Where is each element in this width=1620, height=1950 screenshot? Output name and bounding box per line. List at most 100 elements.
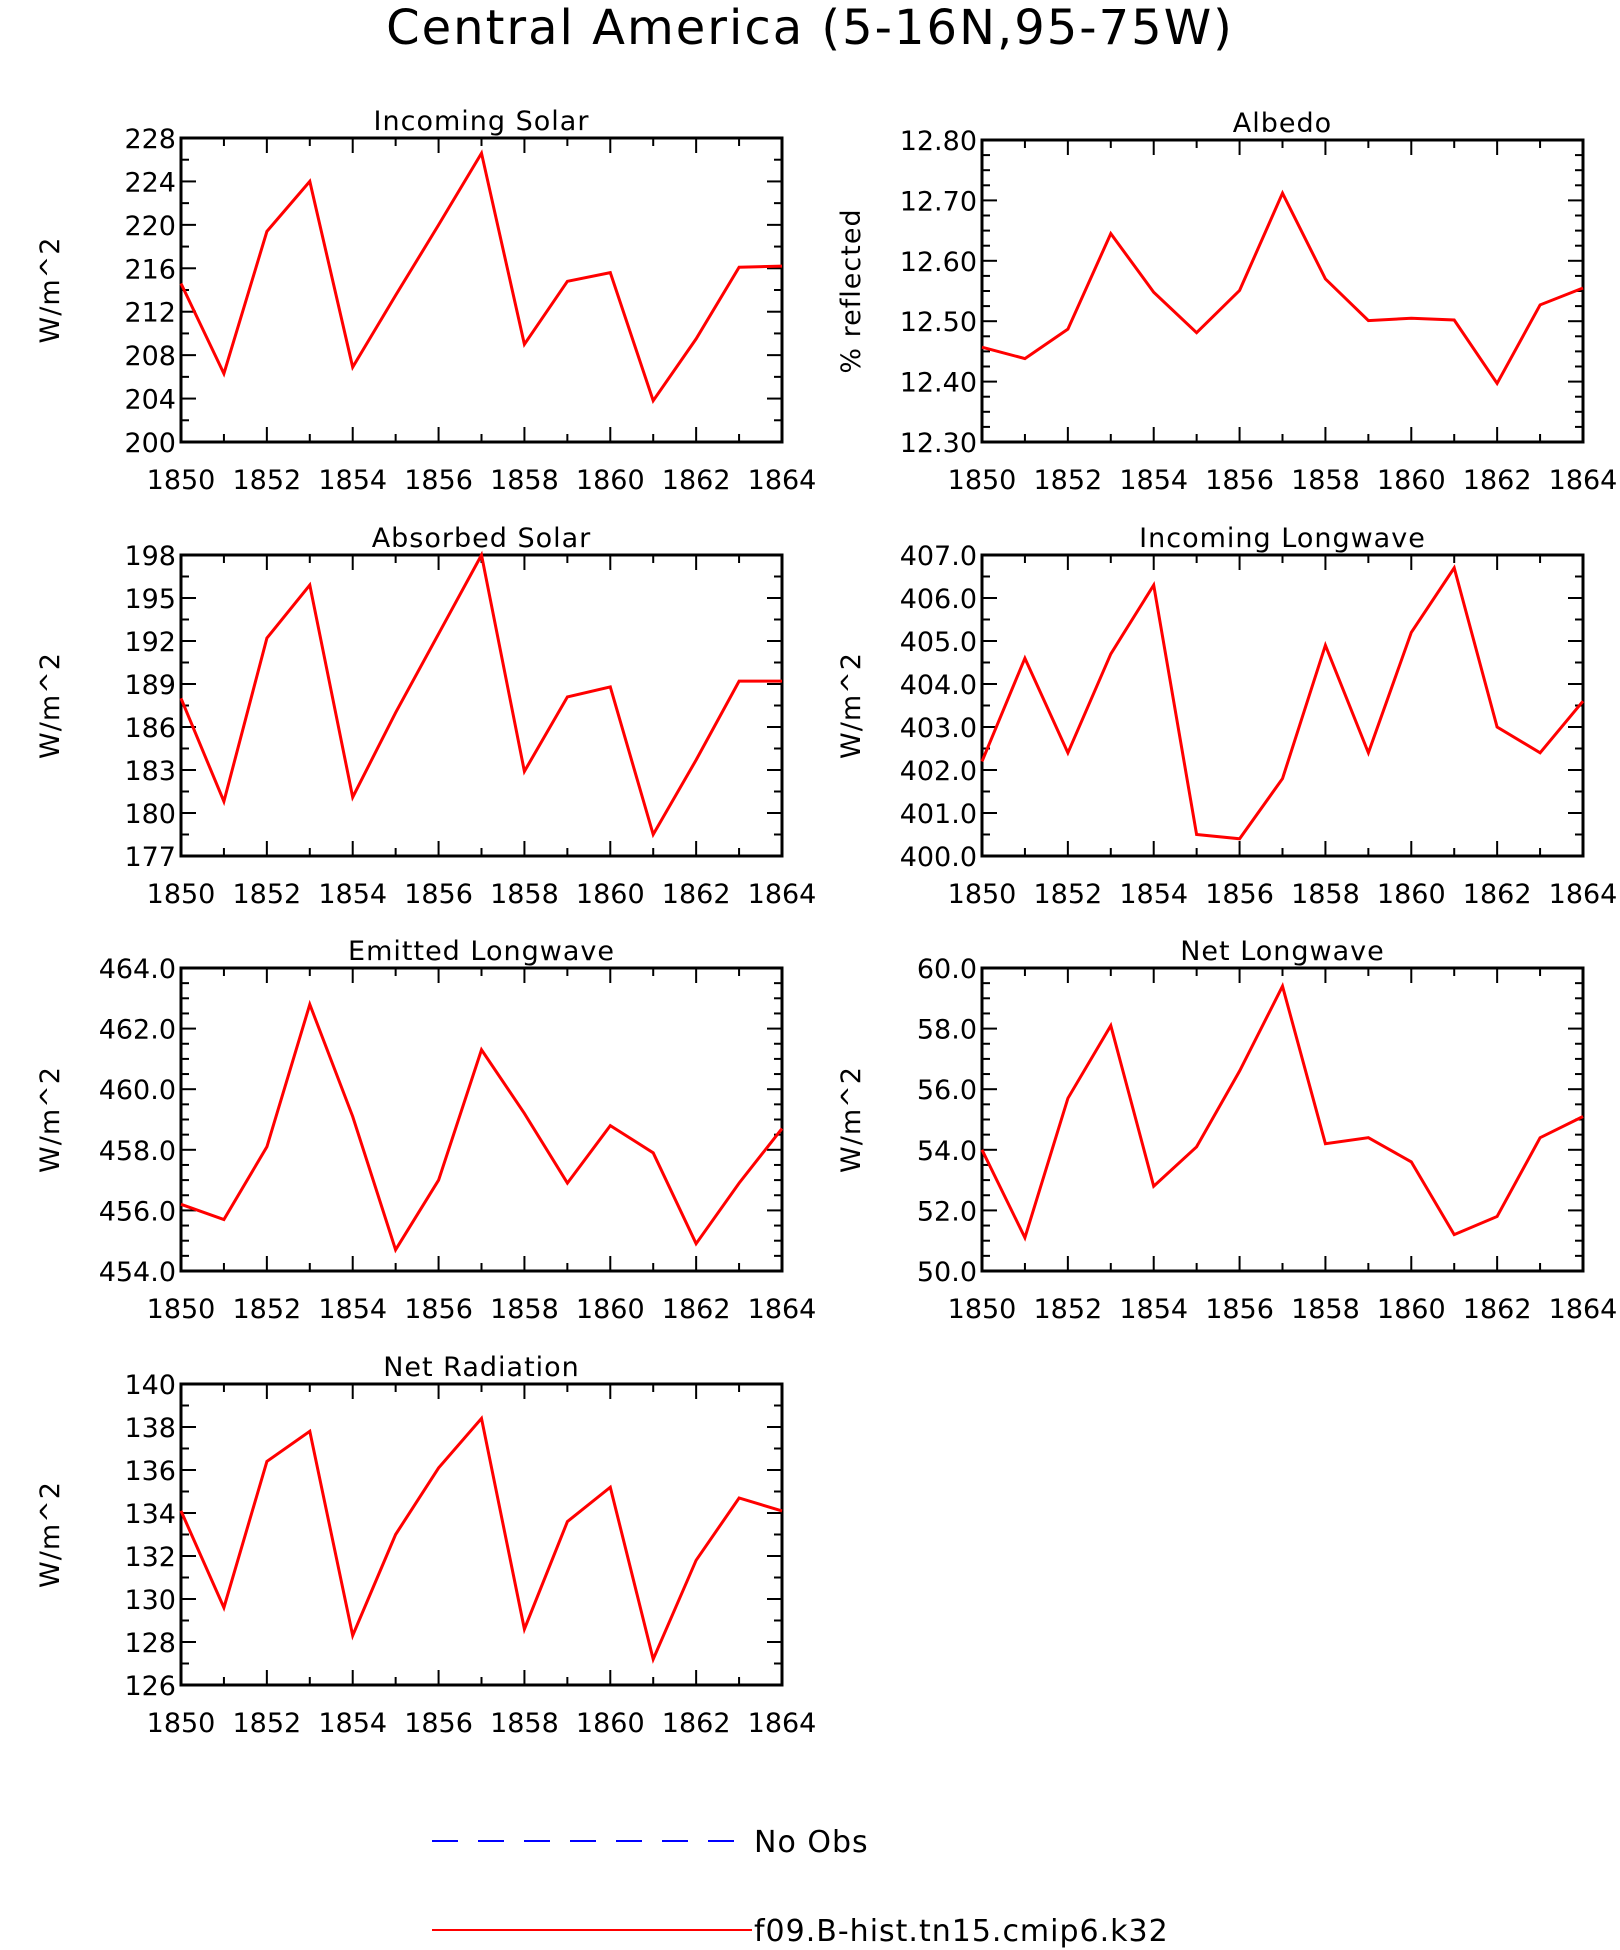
y-tick-label: 192 [124,627,176,658]
y-tick-label: 406.0 [900,584,977,615]
y-axis-label: W/m^2 [836,652,867,759]
x-tick-label: 1860 [1377,465,1446,496]
y-tick-label: 56.0 [917,1075,977,1106]
y-tick-label: 216 [124,254,176,285]
y-tick-label: 128 [124,1628,176,1659]
x-tick-label: 1850 [147,1708,216,1739]
y-tick-label: 54.0 [917,1136,977,1167]
chart-title: Net Radiation [383,1352,580,1383]
y-tick-label: 189 [124,670,176,701]
chart-title: Incoming Longwave [1139,523,1426,554]
x-tick-label: 1850 [147,465,216,496]
y-tick-label: 403.0 [900,713,977,744]
series-line [179,550,782,839]
y-tick-label: 400.0 [900,842,977,873]
y-tick-label: 50.0 [917,1257,977,1288]
x-tick-label: 1862 [662,879,731,910]
x-tick-label: 1850 [147,1294,216,1325]
y-tick-label: 180 [124,799,176,830]
x-tick-label: 1860 [576,879,645,910]
y-axis-label: % reflected [836,208,867,373]
series-line [980,982,1584,1242]
y-tick-label: 130 [124,1585,176,1616]
x-tick-label: 1856 [404,879,473,910]
x-tick-label: 1850 [948,1294,1017,1325]
x-tick-label: 1864 [1549,465,1618,496]
y-tick-label: 12.30 [900,428,977,459]
y-tick-label: 12.70 [900,186,977,217]
series-line [981,189,1584,387]
x-tick-label: 1864 [748,1294,817,1325]
x-tick-label: 1860 [1377,1294,1446,1325]
x-tick-label: 1864 [748,879,817,910]
x-tick-label: 1854 [1119,465,1188,496]
x-tick-label: 1856 [404,465,473,496]
x-tick-label: 1856 [1205,1294,1274,1325]
y-tick-label: 460.0 [99,1075,176,1106]
plot-frame [980,966,1585,1273]
x-tick-label: 1852 [232,879,301,910]
y-tick-label: 195 [124,584,176,615]
x-tick-label: 1860 [576,465,645,496]
x-tick-label: 1854 [318,465,387,496]
x-tick-label: 1862 [662,1708,731,1739]
x-tick-label: 1864 [748,465,817,496]
y-tick-label: 183 [124,756,176,787]
legend: No Obs f09.B-hist.tn15.cmip6.k32 [432,1825,1169,1949]
plot-frame [179,1382,784,1687]
y-tick-label: 60.0 [917,954,977,985]
series-line [179,1415,783,1664]
x-tick-label: 1862 [1463,1294,1532,1325]
x-tick-label: 1856 [1205,879,1274,910]
y-tick-label: 140 [124,1370,176,1401]
x-tick-label: 1864 [1549,879,1618,910]
series-line [179,149,783,405]
y-tick-label: 138 [124,1413,176,1444]
chart-panels: 1850 1852 1854 1856 1858 1860 1862 1864 200 204 20… [35,106,1617,1739]
y-tick-label: 224 [124,167,176,198]
x-tick-label: 1862 [1463,465,1532,496]
y-tick-label: 204 [124,385,176,416]
y-axis-label: W/m^2 [35,1066,66,1173]
plot-frame [980,138,1585,444]
legend-label-no-obs: No Obs [754,1825,869,1860]
chart-title: Emitted Longwave [348,936,615,967]
x-tick-label: 1852 [232,465,301,496]
y-tick-label: 132 [124,1542,176,1573]
x-tick-label: 1852 [1033,1294,1102,1325]
y-tick-label: 454.0 [99,1257,176,1288]
y-tick-label: 12.80 [900,126,977,157]
series-line [180,999,784,1254]
y-tick-label: 58.0 [917,1015,977,1046]
y-axis-label: W/m^2 [35,652,66,759]
x-tick-label: 1858 [490,465,559,496]
x-tick-label: 1858 [490,879,559,910]
chart-absorbed-solar: 1850 1852 1854 1856 1858 1860 1862 1864 177 180 18… [35,523,816,910]
x-tick-label: 1856 [404,1708,473,1739]
chart-title: Incoming Solar [374,106,590,137]
y-axis-label: W/m^2 [836,1066,867,1173]
y-tick-label: 462.0 [99,1015,176,1046]
legend-label-model: f09.B-hist.tn15.cmip6.k32 [754,1914,1169,1949]
chart-title: Net Longwave [1180,936,1385,967]
chart-net-radiation: 1850 1852 1854 1856 1858 1860 1862 1864 126 128 13… [35,1352,816,1739]
y-tick-label: 208 [124,341,176,372]
series-line [980,564,1585,841]
x-tick-label: 1860 [576,1708,645,1739]
chart-emitted-longwave: 1850 1852 1854 1856 1858 1860 1862 1864 454.0 456… [35,936,816,1325]
chart-albedo: 1850 1852 1854 1856 1858 1860 1862 1864 12.30 12.… [836,108,1617,496]
x-tick-label: 1858 [490,1708,559,1739]
x-tick-label: 1864 [1549,1294,1618,1325]
y-tick-label: 12.40 [900,368,977,399]
x-tick-label: 1854 [318,1294,387,1325]
y-tick-label: 401.0 [900,799,977,830]
x-tick-label: 1854 [1119,1294,1188,1325]
y-tick-label: 407.0 [900,541,977,572]
plot-frame [179,136,784,444]
y-tick-label: 464.0 [99,954,176,985]
x-tick-label: 1860 [576,1294,645,1325]
y-tick-label: 186 [124,713,176,744]
x-tick-label: 1862 [1463,879,1532,910]
x-tick-label: 1856 [1205,465,1274,496]
y-tick-label: 52.0 [917,1196,977,1227]
